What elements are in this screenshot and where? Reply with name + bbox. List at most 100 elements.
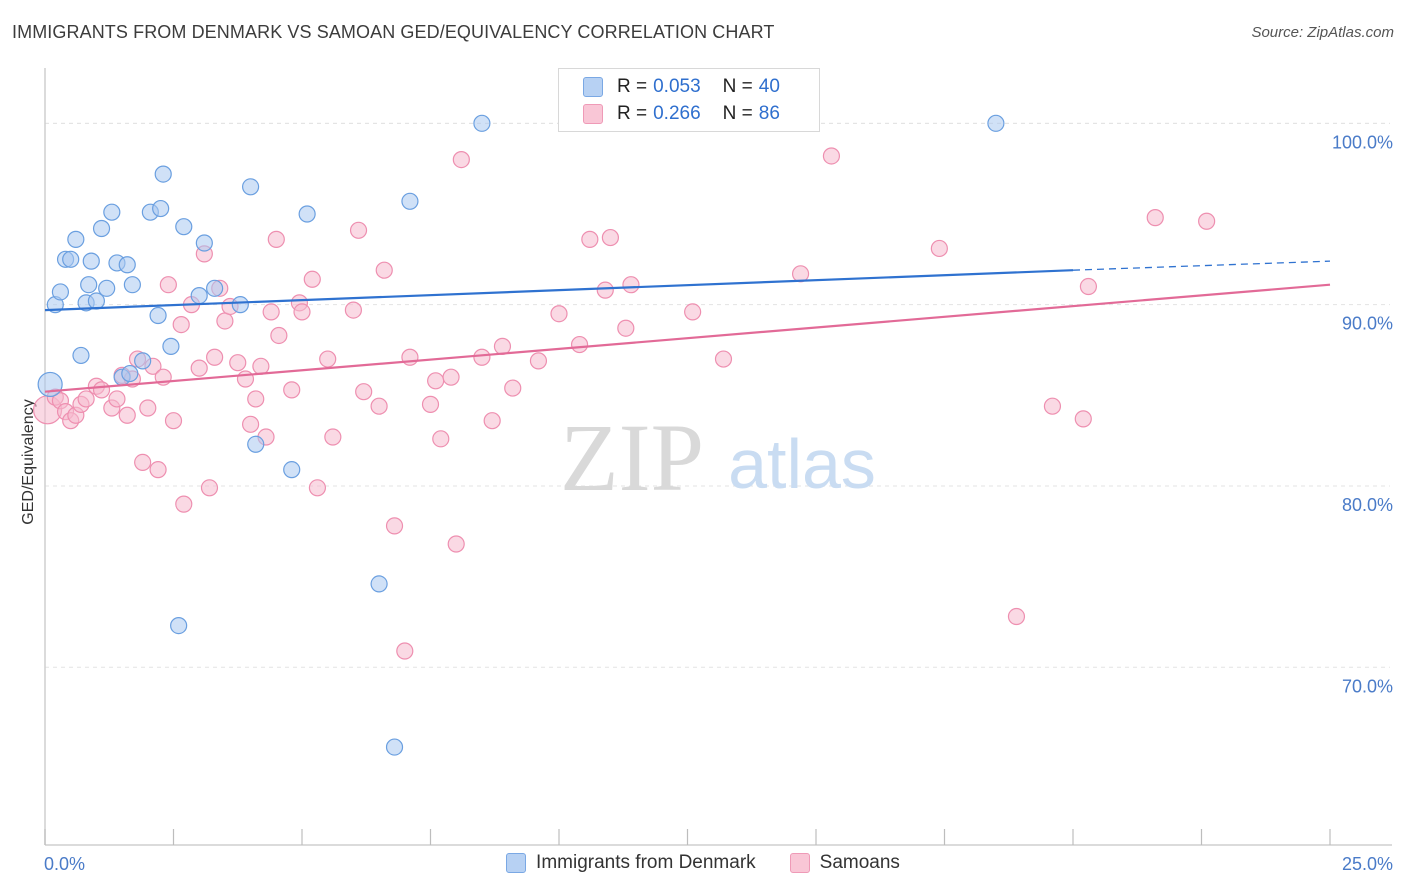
legend-row-denmark: R = 0.053 N = 40 xyxy=(583,75,780,99)
samoans-point xyxy=(324,428,342,446)
denmark-point xyxy=(72,346,90,365)
denmark-point xyxy=(121,364,139,383)
samoans-point xyxy=(159,276,177,294)
samoans-point xyxy=(164,412,183,430)
samoans-point xyxy=(370,397,388,415)
samoans-point xyxy=(247,390,265,408)
denmark-point xyxy=(242,178,260,196)
samoans-point xyxy=(206,348,224,366)
samoans-point xyxy=(149,461,167,479)
denmark-point xyxy=(231,296,249,314)
denmark-point xyxy=(134,352,152,370)
y-tick-label: 80.0% xyxy=(1342,495,1393,515)
watermark-atlas: atlas xyxy=(728,425,876,503)
legend-row-samoans: R = 0.266 N = 86 xyxy=(583,102,780,126)
samoans-point xyxy=(1043,397,1062,415)
samoans-point xyxy=(1007,607,1026,626)
samoans-point xyxy=(293,303,311,321)
n-value: 86 xyxy=(758,103,780,124)
denmark-point xyxy=(67,230,85,248)
legend-swatch-pink xyxy=(789,853,810,873)
samoans-point xyxy=(550,305,568,323)
samoans-point xyxy=(791,265,810,283)
denmark-point xyxy=(473,114,491,132)
legend-item-denmark[interactable]: Immigrants from Denmark xyxy=(506,852,756,874)
samoans-point xyxy=(303,270,321,288)
denmark-trend-line xyxy=(44,269,1074,312)
samoans-point xyxy=(375,261,393,279)
samoans-point xyxy=(229,354,247,372)
samoans-point xyxy=(930,239,948,258)
y-tick-label: 90.0% xyxy=(1342,314,1393,334)
samoans-point xyxy=(493,337,512,355)
samoans-point xyxy=(270,326,288,345)
legend-swatch-pink xyxy=(583,104,603,124)
samoans-point xyxy=(529,352,548,370)
samoans-point xyxy=(684,303,702,321)
samoans-point xyxy=(432,430,450,448)
axes xyxy=(44,68,1392,846)
legend-swatch-blue xyxy=(583,77,603,97)
samoans-point xyxy=(236,370,255,388)
denmark-point xyxy=(37,371,63,398)
samoans-point xyxy=(108,390,126,408)
samoans-point xyxy=(822,147,841,165)
denmark-point xyxy=(152,199,170,218)
samoans-point xyxy=(596,281,614,299)
denmark-point xyxy=(247,435,265,453)
samoans-point xyxy=(283,381,301,399)
y-tick-label: 70.0% xyxy=(1342,676,1393,696)
samoans-point xyxy=(139,399,157,417)
denmark-point xyxy=(149,306,167,325)
y-axis-label: GED/Equivalency xyxy=(20,399,37,524)
denmark-point xyxy=(190,286,208,305)
n-label: N = xyxy=(722,76,753,97)
denmark-point xyxy=(154,165,172,183)
legend-label-samoans: Samoans xyxy=(819,852,900,873)
denmark-point xyxy=(206,279,224,297)
denmark-point xyxy=(170,616,188,635)
samoans-point xyxy=(308,479,327,497)
x-tick-label: 25.0% xyxy=(1342,854,1393,874)
samoans-point xyxy=(134,453,152,472)
denmark-point xyxy=(175,218,193,236)
samoans-point xyxy=(396,642,414,660)
denmark-point xyxy=(80,276,98,294)
denmark-point xyxy=(298,205,316,223)
r-label: R = xyxy=(617,103,648,124)
denmark-series xyxy=(37,114,1005,756)
samoans-point xyxy=(622,276,640,294)
samoans-point xyxy=(385,517,404,535)
samoans-point xyxy=(617,319,635,337)
samoans-point xyxy=(581,230,599,248)
denmark-point xyxy=(62,250,80,268)
samoans-point xyxy=(1146,209,1164,227)
samoans-point xyxy=(570,335,589,354)
samoans-point xyxy=(355,383,373,401)
denmark-point xyxy=(103,203,121,221)
legend-swatch-blue xyxy=(506,853,527,873)
samoans-point xyxy=(1074,410,1092,428)
denmark-point xyxy=(51,283,70,301)
samoans-point xyxy=(504,379,522,397)
samoans-point xyxy=(601,228,620,247)
samoans-point xyxy=(200,479,219,497)
samoans-point xyxy=(175,495,193,513)
denmark-point xyxy=(283,461,301,479)
samoans-point xyxy=(427,372,445,390)
samoans-point xyxy=(216,312,234,330)
samoans-point xyxy=(344,301,362,319)
y-tick-label: 100.0% xyxy=(1332,132,1393,152)
denmark-point xyxy=(385,738,404,756)
samoans-point xyxy=(447,535,465,553)
tick-labels: 70.0% 80.0% 90.0% 100.0% 0.0% 25.0% xyxy=(44,132,1393,874)
samoans-point xyxy=(77,390,95,408)
legend-label-denmark: Immigrants from Denmark xyxy=(536,852,756,873)
samoans-point xyxy=(1198,212,1216,230)
samoans-point xyxy=(349,221,368,239)
watermark-zip: ZIP xyxy=(560,404,704,511)
denmark-point xyxy=(98,279,116,297)
legend-item-samoans[interactable]: Samoans xyxy=(789,852,900,874)
denmark-point xyxy=(195,234,213,252)
